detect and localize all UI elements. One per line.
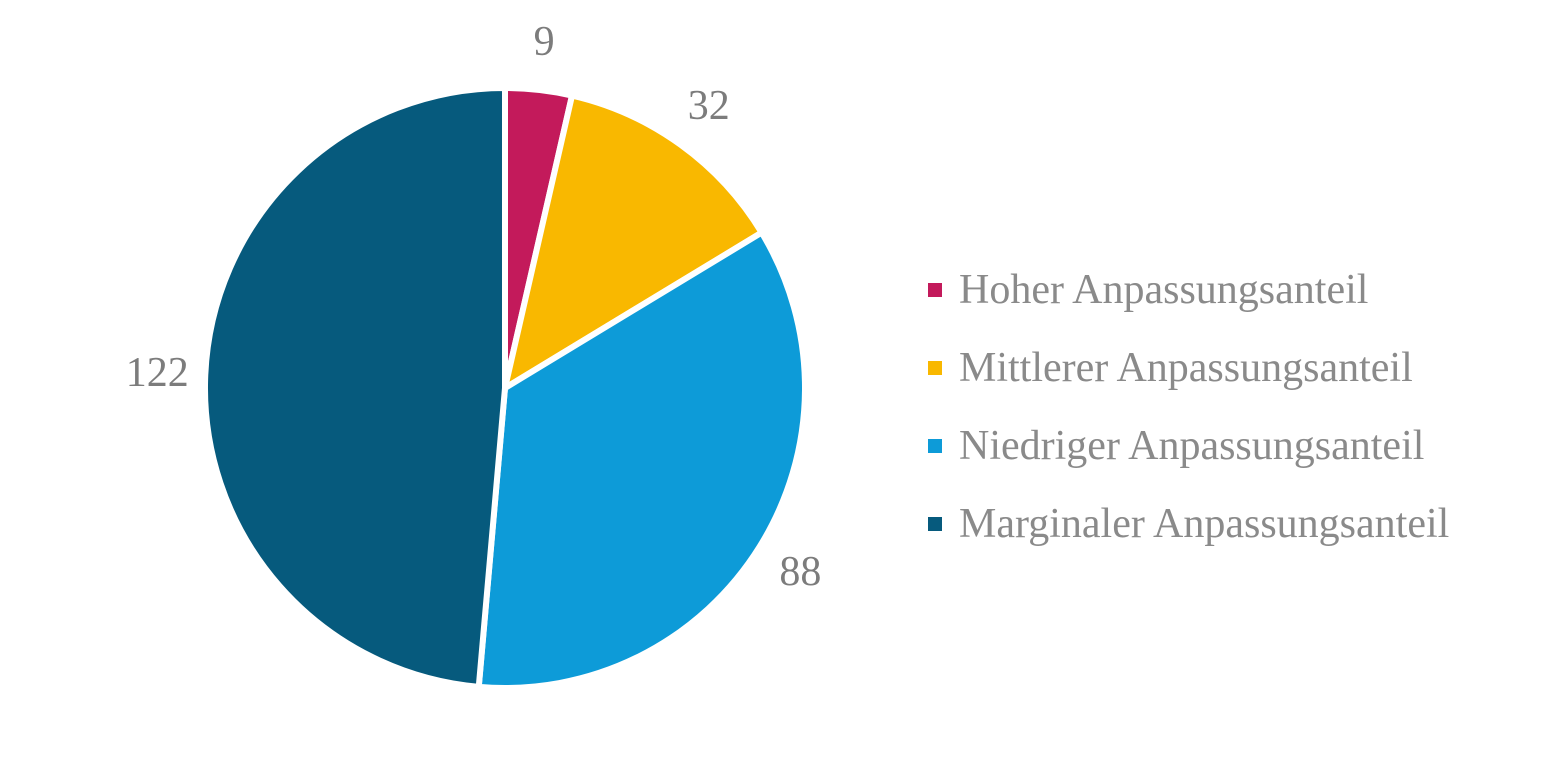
pie-slice-3 <box>201 85 508 690</box>
legend-label: Marginaler Anpassungsanteil <box>959 501 1450 547</box>
legend-swatch-icon <box>928 361 942 375</box>
legend-item-2: Niedriger Anpassungsanteil <box>928 421 1449 471</box>
legend-item-3: Marginaler Anpassungsanteil <box>928 499 1449 549</box>
legend-item-0: Hoher Anpassungsanteil <box>928 265 1449 315</box>
legend-item-1: Mittlerer Anpassungsanteil <box>928 343 1449 393</box>
slice-value-label-0: 9 <box>534 19 555 65</box>
legend-swatch-icon <box>928 439 942 453</box>
legend-label: Niedriger Anpassungsanteil <box>959 423 1425 469</box>
legend-label: Hoher Anpassungsanteil <box>959 267 1369 313</box>
legend: Hoher Anpassungsanteil Mittlerer Anpassun… <box>928 265 1449 549</box>
pie-slice-1 <box>502 92 765 391</box>
slice-value-label-3: 122 <box>126 350 189 396</box>
slice-value-label-1: 32 <box>688 83 730 129</box>
legend-label: Mittlerer Anpassungsanteil <box>959 345 1413 391</box>
slice-value-label-2: 88 <box>779 549 821 595</box>
pie-slice-2 <box>475 229 808 691</box>
legend-swatch-icon <box>928 517 942 531</box>
legend-swatch-icon <box>928 283 942 297</box>
